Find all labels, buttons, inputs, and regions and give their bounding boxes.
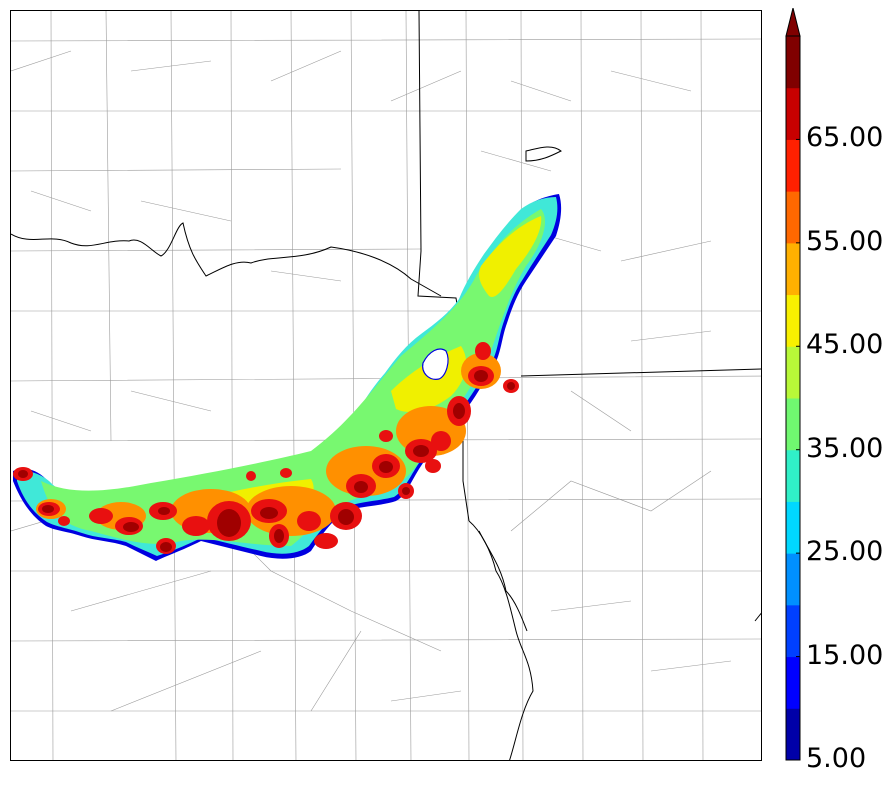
colorbar-segment — [786, 449, 800, 502]
map-panel — [10, 10, 762, 761]
colorbar-tick-label: 45.00 — [806, 329, 884, 361]
colorbar-tick-label: 25.00 — [806, 536, 884, 568]
colorbar-tick-label: 55.00 — [806, 225, 884, 257]
colorbar-segment — [786, 191, 800, 244]
map-canvas — [11, 11, 761, 760]
colorbar-segment — [786, 604, 800, 658]
colorbar-segment — [786, 139, 800, 192]
colorbar-segment — [786, 398, 800, 451]
colorbar-extend-arrow — [785, 7, 801, 37]
swath-gap — [422, 348, 449, 380]
colorbar-segment — [786, 656, 800, 709]
colorbar-tick-label: 5.00 — [806, 743, 867, 774]
colorbar-segment — [786, 87, 800, 140]
colorbar: 5.00 15.00 25.00 35.00 45.00 55.00 65.00 — [784, 7, 894, 772]
colorbar-tick-label: 35.00 — [806, 432, 884, 464]
colorbar-segment — [786, 294, 800, 347]
reflectivity-swath — [13, 194, 562, 561]
colorbar-tick-label: 65.00 — [806, 122, 884, 154]
colorbar-tick-label: 15.00 — [806, 639, 884, 671]
colorbar-segment — [786, 346, 800, 399]
state-boundaries — [11, 11, 761, 760]
colorbar-segment — [786, 242, 800, 296]
colorbar-segment — [786, 708, 800, 761]
colorbar-segment — [786, 36, 800, 89]
colorbar-segment — [786, 553, 800, 606]
colorbar-segment — [786, 501, 800, 554]
colorbar-svg — [785, 7, 801, 761]
swath-dark-cores — [18, 370, 515, 552]
colorbar-border — [785, 35, 801, 761]
